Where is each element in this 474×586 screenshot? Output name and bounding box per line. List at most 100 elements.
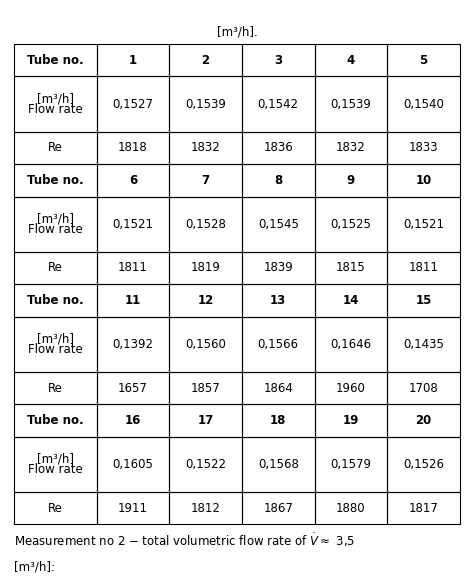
Bar: [14, 196, 97, 252]
Bar: [387, 196, 460, 252]
Bar: [315, 44, 387, 76]
Text: 1857: 1857: [191, 381, 220, 394]
Bar: [315, 437, 387, 492]
Bar: [387, 492, 460, 524]
Bar: [242, 492, 315, 524]
Text: 0,1579: 0,1579: [330, 458, 371, 471]
Text: 1819: 1819: [191, 261, 220, 274]
Bar: [97, 404, 169, 437]
Bar: [242, 316, 315, 372]
Text: 1708: 1708: [409, 381, 438, 394]
Text: 6: 6: [129, 174, 137, 187]
Bar: [315, 316, 387, 372]
Text: 2: 2: [201, 54, 210, 67]
Bar: [387, 437, 460, 492]
Bar: [14, 404, 97, 437]
Bar: [387, 76, 460, 132]
Bar: [97, 132, 169, 164]
Text: 0,1568: 0,1568: [258, 458, 299, 471]
Text: 1836: 1836: [264, 141, 293, 154]
Text: 0,1528: 0,1528: [185, 217, 226, 231]
Text: 1833: 1833: [409, 141, 438, 154]
Bar: [315, 164, 387, 196]
Bar: [387, 44, 460, 76]
Text: 0,1539: 0,1539: [185, 97, 226, 111]
Bar: [14, 372, 97, 404]
Text: 1839: 1839: [264, 261, 293, 274]
Text: 1960: 1960: [336, 381, 366, 394]
Text: 0,1527: 0,1527: [112, 97, 154, 111]
Text: Tube no.: Tube no.: [27, 414, 84, 427]
Bar: [97, 284, 169, 316]
Text: 0,1526: 0,1526: [403, 458, 444, 471]
Text: [m³/h]: [m³/h]: [37, 212, 74, 226]
Bar: [387, 164, 460, 196]
Bar: [169, 132, 242, 164]
Text: Tube no.: Tube no.: [27, 174, 84, 187]
Text: 0,1545: 0,1545: [258, 217, 299, 231]
Text: 7: 7: [201, 174, 210, 187]
Text: 5: 5: [419, 54, 428, 67]
Text: 9: 9: [346, 174, 355, 187]
Text: Tube no.: Tube no.: [27, 54, 84, 67]
Text: 1880: 1880: [336, 502, 365, 515]
Bar: [97, 437, 169, 492]
Text: 12: 12: [198, 294, 214, 307]
Bar: [169, 164, 242, 196]
Bar: [242, 437, 315, 492]
Text: Tube no.: Tube no.: [27, 294, 84, 307]
Text: 1832: 1832: [336, 141, 366, 154]
Text: 0,1522: 0,1522: [185, 458, 226, 471]
Text: Flow rate: Flow rate: [28, 343, 83, 356]
Text: 0,1435: 0,1435: [403, 338, 444, 351]
Text: 1657: 1657: [118, 381, 148, 394]
Bar: [315, 196, 387, 252]
Bar: [97, 196, 169, 252]
Bar: [242, 164, 315, 196]
Text: 0,1542: 0,1542: [258, 97, 299, 111]
Bar: [315, 132, 387, 164]
Text: 3: 3: [274, 54, 283, 67]
Text: Re: Re: [48, 261, 63, 274]
Text: Re: Re: [48, 502, 63, 515]
Bar: [387, 372, 460, 404]
Text: 1: 1: [129, 54, 137, 67]
Bar: [14, 492, 97, 524]
Bar: [315, 404, 387, 437]
Text: 0,1521: 0,1521: [112, 217, 154, 231]
Text: [m³/h]: [m³/h]: [37, 332, 74, 346]
Bar: [315, 284, 387, 316]
Text: 0,1540: 0,1540: [403, 97, 444, 111]
Text: [m³/h]: [m³/h]: [37, 92, 74, 105]
Bar: [387, 252, 460, 284]
Text: 11: 11: [125, 294, 141, 307]
Bar: [97, 252, 169, 284]
Text: [m³/h].: [m³/h].: [217, 26, 257, 39]
Text: 0,1521: 0,1521: [403, 217, 444, 231]
Bar: [169, 44, 242, 76]
Bar: [242, 404, 315, 437]
Bar: [242, 76, 315, 132]
Bar: [315, 76, 387, 132]
Text: 0,1646: 0,1646: [330, 338, 372, 351]
Bar: [97, 44, 169, 76]
Bar: [169, 437, 242, 492]
Bar: [169, 252, 242, 284]
Text: 0,1566: 0,1566: [258, 338, 299, 351]
Text: 1815: 1815: [336, 261, 366, 274]
Bar: [169, 372, 242, 404]
Bar: [14, 44, 97, 76]
Text: 1832: 1832: [191, 141, 220, 154]
Bar: [242, 284, 315, 316]
Text: 8: 8: [274, 174, 283, 187]
Bar: [169, 316, 242, 372]
Bar: [14, 437, 97, 492]
Text: 1864: 1864: [263, 381, 293, 394]
Bar: [315, 372, 387, 404]
Bar: [97, 372, 169, 404]
Bar: [97, 164, 169, 196]
Text: Flow rate: Flow rate: [28, 103, 83, 116]
Text: 20: 20: [415, 414, 432, 427]
Bar: [242, 196, 315, 252]
Text: [m³/h]:: [m³/h]:: [14, 561, 55, 574]
